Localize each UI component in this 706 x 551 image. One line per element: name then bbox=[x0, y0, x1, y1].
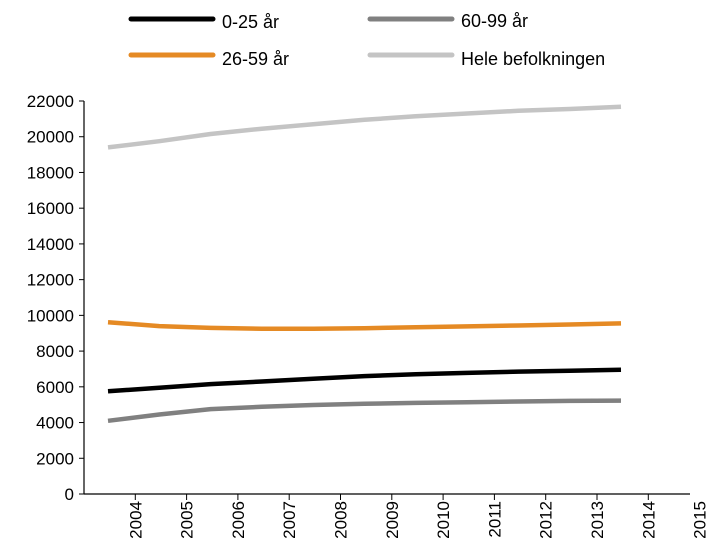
axes: 0 2000 4000 6000 8000 10000 12000 14000 16000 180… bbox=[27, 92, 706, 539]
y-tick-label: 4000 bbox=[36, 414, 74, 433]
x-tick-label: 2010 bbox=[434, 501, 453, 539]
x-tick-label: 2007 bbox=[280, 501, 299, 539]
series-line-2 bbox=[107, 398, 622, 424]
y-tick-label: 2000 bbox=[36, 449, 74, 468]
series-line-3 bbox=[107, 104, 622, 150]
y-tick-label: 10000 bbox=[27, 306, 74, 325]
y-tick-label: 0 bbox=[65, 485, 74, 504]
x-tick-label: 2008 bbox=[332, 501, 351, 539]
y-tick-label: 20000 bbox=[27, 128, 74, 147]
y-tick-label: 18000 bbox=[27, 163, 74, 182]
legend: 0-25 år 26-59 år 60-99 år Hele befolkningen bbox=[128, 11, 605, 69]
legend-label-2: 60-99 år bbox=[461, 11, 528, 31]
x-tick-label: 2012 bbox=[537, 501, 556, 539]
x-tick-label: 2013 bbox=[588, 501, 607, 539]
x-tick-label: 2005 bbox=[178, 501, 197, 539]
x-tick-label: 2011 bbox=[485, 501, 504, 538]
series-line-0 bbox=[107, 367, 622, 394]
y-tick-label: 16000 bbox=[27, 199, 74, 218]
y-tick-label: 8000 bbox=[36, 342, 74, 361]
x-tick-label: 2014 bbox=[639, 501, 658, 539]
legend-label-3: Hele befolkningen bbox=[461, 49, 605, 69]
x-tick-label: 2006 bbox=[229, 501, 248, 539]
y-tick-label: 22000 bbox=[27, 92, 74, 111]
legend-label-1: 26-59 år bbox=[222, 49, 289, 69]
x-tick-label: 2009 bbox=[383, 501, 402, 539]
y-tick-label: 12000 bbox=[27, 271, 74, 290]
legend-label-0: 0-25 år bbox=[222, 12, 279, 32]
y-tick-label: 14000 bbox=[27, 235, 74, 254]
series-line-1 bbox=[107, 319, 622, 332]
x-tick-label: 2004 bbox=[126, 501, 145, 539]
series-group bbox=[107, 104, 622, 424]
y-tick-label: 6000 bbox=[36, 378, 74, 397]
x-tick-label: 2015 bbox=[691, 501, 706, 539]
